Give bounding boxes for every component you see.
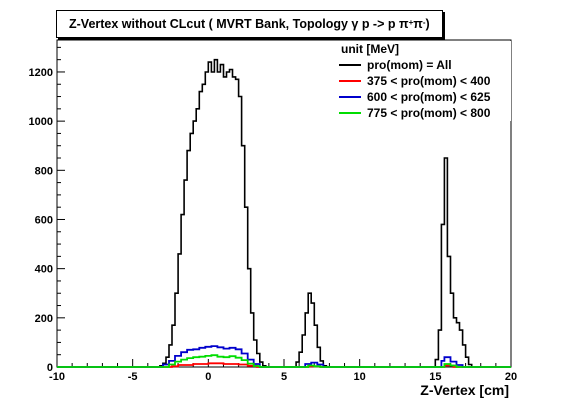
- legend-label-all: pro(mom) = All: [367, 58, 452, 72]
- chart-title-sup1: +: [408, 17, 414, 27]
- legend-label-775-800: 775 < pro(mom) < 800: [367, 106, 491, 120]
- y-tick-label: 400: [35, 264, 53, 276]
- x-tick-label: 15: [429, 371, 441, 383]
- legend-swatch-all: [339, 64, 361, 66]
- series-layer: [57, 58, 511, 368]
- legend-entry-all: pro(mom) = All: [333, 57, 511, 73]
- x-tick-label: 5: [281, 371, 287, 383]
- legend-entry-600-625: 600 < pro(mom) < 625: [333, 89, 511, 105]
- x-tick-label: 20: [505, 371, 517, 383]
- y-tick-label: 0: [47, 362, 53, 374]
- chart-title-end: ): [425, 17, 430, 31]
- legend-swatch-375-400: [339, 80, 361, 82]
- series-line-0: [57, 58, 511, 368]
- x-tick-label: -10: [49, 371, 65, 383]
- legend-swatch-775-800: [339, 112, 361, 114]
- x-axis-label: Z-Vertex [cm]: [420, 382, 509, 398]
- y-tick-label: 800: [35, 165, 53, 177]
- legend-swatch-600-625: [339, 96, 361, 98]
- chart-title: Z-Vertex without CLcut ( MVRT Bank, Topo…: [56, 10, 443, 38]
- legend: unit [MeV] pro(mom) = All 375 < pro(mom)…: [333, 41, 511, 121]
- y-tick-label: 1000: [29, 116, 53, 128]
- legend-label-600-625: 600 < pro(mom) < 625: [367, 90, 491, 104]
- chart-title-main: Z-Vertex without CLcut ( MVRT Bank, Topo…: [69, 17, 409, 31]
- y-tick-label: 200: [35, 313, 53, 325]
- chart-title-mid: π: [413, 17, 423, 31]
- legend-header: unit [MeV]: [341, 42, 399, 56]
- x-tick-label: 0: [205, 371, 211, 383]
- legend-entry-375-400: 375 < pro(mom) < 400: [333, 73, 511, 89]
- legend-entry-775-800: 775 < pro(mom) < 800: [333, 105, 511, 121]
- series-line-2: [57, 345, 511, 368]
- legend-label-375-400: 375 < pro(mom) < 400: [367, 74, 491, 88]
- chart-title-sup2: -: [422, 17, 426, 27]
- series-line-3: [57, 354, 511, 368]
- x-tick-label: 10: [354, 371, 366, 383]
- y-tick-label: 600: [35, 214, 53, 226]
- y-tick-label: 1200: [29, 67, 53, 79]
- x-tick-label: -5: [128, 371, 138, 383]
